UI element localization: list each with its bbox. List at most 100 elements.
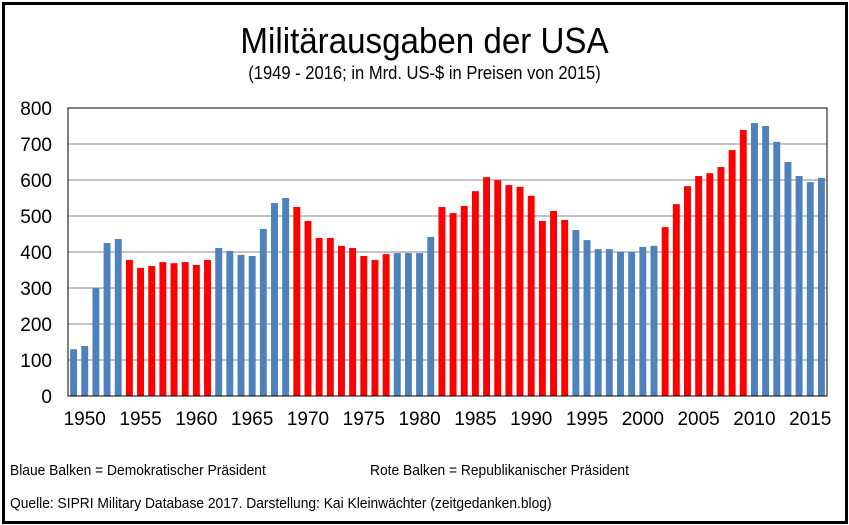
bar-1978 bbox=[393, 253, 401, 396]
chart-title: Militärausgaben der USA bbox=[240, 20, 609, 61]
bar-2002 bbox=[661, 227, 669, 396]
x-tick-label: 1995 bbox=[566, 409, 608, 430]
source-note: Quelle: SIPRI Military Database 2017. Da… bbox=[10, 495, 552, 512]
bar-2009 bbox=[739, 129, 747, 396]
bar-1970 bbox=[304, 221, 312, 396]
bar-1993 bbox=[561, 219, 569, 396]
bar-1960 bbox=[192, 264, 200, 396]
x-tick-label: 1975 bbox=[343, 409, 385, 430]
bar-2011 bbox=[762, 126, 770, 396]
x-tick-label: 1985 bbox=[454, 409, 496, 430]
bar-1956 bbox=[148, 266, 156, 396]
y-tick-label: 700 bbox=[20, 135, 52, 156]
bars bbox=[70, 123, 825, 397]
x-tick-label: 1950 bbox=[64, 409, 106, 430]
bar-2015 bbox=[806, 182, 814, 396]
y-tick-label: 300 bbox=[20, 279, 52, 300]
plot-area-border bbox=[67, 107, 828, 397]
y-tick-label: 100 bbox=[20, 351, 52, 372]
x-tick-label: 2010 bbox=[733, 409, 775, 430]
bar-1977 bbox=[382, 254, 390, 396]
bar-1959 bbox=[181, 262, 189, 396]
bar-1981 bbox=[427, 236, 435, 396]
y-tick-label: 400 bbox=[20, 243, 52, 264]
x-tick-label: 1990 bbox=[510, 409, 552, 430]
y-axis-ticks: 0 100 200 300 400 500 600 700 800 bbox=[20, 99, 52, 408]
bar-2007 bbox=[717, 167, 725, 396]
bar-2000 bbox=[639, 246, 647, 396]
x-tick-label: 1970 bbox=[287, 409, 329, 430]
bar-1998 bbox=[617, 252, 624, 396]
bar-1966 bbox=[259, 228, 267, 396]
bar-2010 bbox=[750, 123, 758, 397]
legend-red: Rote Balken = Republikanischer Präsident bbox=[370, 462, 629, 479]
bar-1957 bbox=[159, 262, 167, 396]
bar-2003 bbox=[672, 204, 680, 396]
bar-1989 bbox=[516, 186, 524, 396]
bar-1982 bbox=[438, 207, 446, 396]
y-tick-label: 0 bbox=[41, 387, 52, 408]
y-tick-label: 800 bbox=[20, 99, 52, 120]
bar-1953 bbox=[114, 239, 122, 396]
bar-1949 bbox=[70, 349, 78, 396]
bar-2001 bbox=[650, 245, 658, 396]
y-tick-label: 200 bbox=[20, 315, 52, 336]
bar-1962 bbox=[215, 248, 223, 396]
bar-2006 bbox=[706, 173, 714, 396]
bar-1965 bbox=[248, 255, 256, 396]
bar-1992 bbox=[550, 210, 557, 396]
bar-1975 bbox=[360, 255, 368, 396]
bar-1968 bbox=[282, 198, 290, 396]
bar-1951 bbox=[92, 288, 100, 396]
bar-2013 bbox=[784, 162, 792, 396]
bar-1980 bbox=[416, 253, 424, 396]
bar-2005 bbox=[695, 176, 703, 396]
bar-1950 bbox=[81, 345, 89, 396]
bar-1994 bbox=[572, 230, 580, 396]
bar-1952 bbox=[103, 243, 111, 396]
bar-2016 bbox=[817, 177, 825, 396]
x-tick-label: 2005 bbox=[677, 409, 719, 430]
bar-1963 bbox=[226, 250, 234, 396]
bar-1967 bbox=[271, 203, 278, 396]
bar-1971 bbox=[315, 237, 323, 396]
bar-1991 bbox=[538, 221, 546, 396]
bar-1955 bbox=[137, 267, 145, 396]
bar-1954 bbox=[125, 259, 133, 396]
bar-1987 bbox=[494, 180, 502, 396]
bar-1974 bbox=[349, 248, 357, 396]
bar-1964 bbox=[237, 254, 245, 396]
bar-1986 bbox=[483, 177, 491, 396]
bar-1972 bbox=[326, 237, 334, 396]
bar-1999 bbox=[628, 252, 636, 396]
bar-1995 bbox=[583, 240, 591, 396]
bar-1969 bbox=[293, 207, 301, 396]
bar-1988 bbox=[505, 185, 513, 396]
bar-1990 bbox=[527, 195, 535, 396]
y-tick-label: 500 bbox=[20, 207, 52, 228]
x-tick-label: 2015 bbox=[789, 409, 831, 430]
bar-1997 bbox=[605, 249, 613, 396]
bar-1996 bbox=[594, 249, 602, 396]
x-tick-label: 1980 bbox=[398, 409, 440, 430]
bar-2008 bbox=[728, 150, 736, 396]
bar-1976 bbox=[371, 259, 379, 396]
x-axis-ticks: 1950 1955 1960 1965 1970 1975 1980 1985 1990 1995… bbox=[64, 409, 832, 430]
bar-1979 bbox=[404, 253, 412, 396]
legend-blue: Blaue Balken = Demokratischer Präsident bbox=[10, 462, 266, 479]
x-tick-label: 1965 bbox=[231, 409, 273, 430]
bar-2014 bbox=[795, 176, 803, 396]
bar-2004 bbox=[684, 186, 691, 396]
y-tick-label: 600 bbox=[20, 171, 52, 192]
x-tick-label: 2000 bbox=[622, 409, 664, 430]
bar-1961 bbox=[204, 259, 211, 396]
bar-1984 bbox=[460, 205, 468, 396]
bar-1958 bbox=[170, 263, 178, 396]
chart-subtitle: (1949 - 2016; in Mrd. US-$ in Preisen vo… bbox=[248, 63, 601, 83]
bar-1983 bbox=[449, 213, 457, 396]
x-tick-label: 1960 bbox=[175, 409, 217, 430]
bar-2012 bbox=[773, 141, 781, 396]
bar-1973 bbox=[338, 245, 345, 396]
bar-1985 bbox=[471, 191, 479, 396]
